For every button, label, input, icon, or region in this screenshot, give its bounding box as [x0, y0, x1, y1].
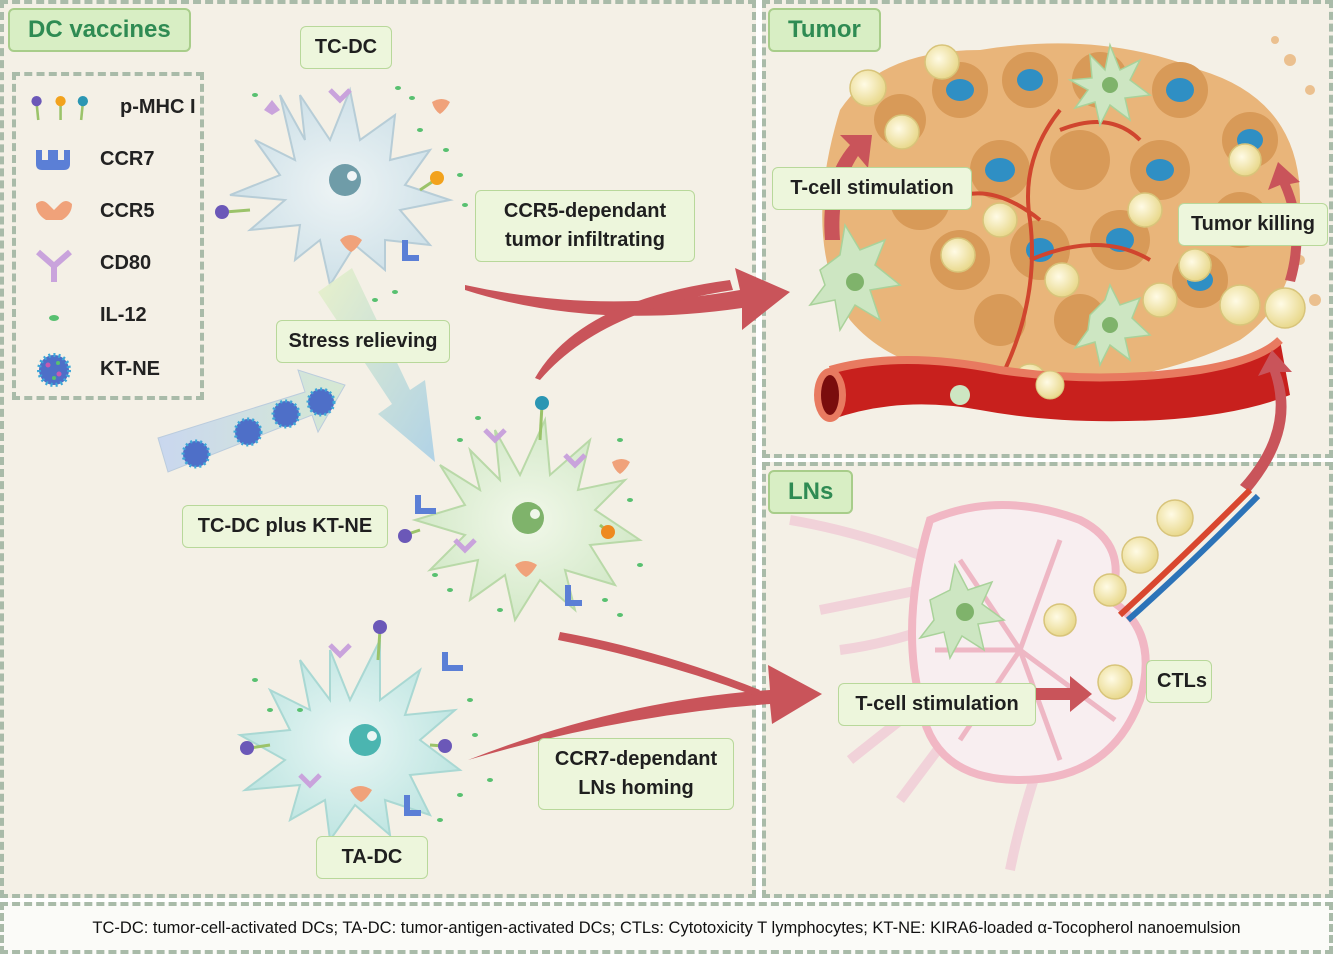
tc-dc-plus-kt-ne-cell: [398, 396, 643, 623]
legend-label: CD80: [100, 252, 152, 274]
abbreviations-footer: TC-DC: tumor-cell-activated DCs; TA-DC: …: [0, 902, 1333, 954]
il-12-icon: [49, 315, 59, 321]
legend-label: CCR5: [100, 200, 155, 222]
p-mhc-i-icon: [31, 96, 88, 121]
ccr7-dependant-line-1: CCR7-dependant: [554, 748, 718, 770]
kt-ne-icon: [37, 353, 71, 387]
ta-dc-cell: [236, 620, 463, 843]
ccr5-dependant-line-1: CCR5-dependant: [503, 200, 667, 222]
ln-t-cell-stimulation-label: T-cell stimulation: [838, 683, 1036, 726]
tc-dc-cell: [215, 86, 454, 288]
stress-relieving-label: Stress relieving: [276, 320, 450, 363]
il-12-dots: [252, 86, 468, 302]
tc-dc-kt-ne-to-ln-arrow: [558, 632, 760, 696]
blood-vessel: [814, 337, 1290, 422]
ccr5-arrow: [465, 268, 790, 330]
legend-item-ccr5: CCR5: [28, 192, 198, 232]
ccr7-arrow: [468, 665, 822, 760]
ccr7-icon: [36, 150, 70, 170]
lns-title: LNs: [768, 470, 854, 514]
ln-stimulation-arrow: [1030, 676, 1092, 712]
ln-to-tumor-arrow: [1240, 350, 1292, 492]
legend-item-cd80: CD80: [28, 244, 198, 284]
tumor-cycle-arrow-right: [1268, 162, 1302, 282]
tc-dc-plus-kt-ne-label: TC-DC plus KT-NE: [182, 505, 388, 548]
kt-ne-arrow: [157, 369, 346, 473]
legend-label: CCR7: [100, 148, 155, 170]
stress-relieving-arrow: [318, 268, 435, 462]
legend-label: IL-12: [100, 304, 147, 326]
legend-label: p-MHC I: [120, 96, 196, 118]
legend-item-ccr7: CCR7: [28, 140, 198, 180]
ccr5-dependant-line-2: tumor infiltrating: [505, 229, 665, 251]
tc-dc-label: TC-DC: [300, 26, 392, 69]
tumor-killing-label: Tumor killing: [1178, 203, 1328, 246]
ta-dc-label: TA-DC: [316, 836, 428, 879]
ccr7-dependant-line-2: LNs homing: [578, 777, 694, 799]
legend-item-kt-ne: KT-NE: [28, 350, 198, 390]
legend: p-MHC I CCR7 CCR5 CD80 IL-12 KT-NE: [12, 72, 204, 400]
tumor-cycle-arrow-left: [824, 135, 872, 240]
cd80-icon: [36, 249, 72, 282]
tumor-t-cells: [849, 44, 1306, 397]
ccr5-dependant-label: CCR5-dependant tumor infiltrating: [475, 190, 695, 262]
tc-dc-kt-ne-arrow: [535, 280, 733, 380]
legend-item-il-12: IL-12: [28, 296, 198, 336]
dc-vaccines-title: DC vaccines: [8, 8, 191, 52]
ccr7-dependant-label: CCR7-dependant LNs homing: [538, 738, 734, 810]
legend-label: KT-NE: [100, 358, 160, 380]
tumor-t-cell-stimulation-label: T-cell stimulation: [772, 167, 972, 210]
tumor-title: Tumor: [768, 8, 881, 52]
ctls-label: CTLs: [1146, 660, 1212, 703]
legend-item-p-mhc-i: p-MHC I: [28, 88, 198, 128]
ccr5-icon: [36, 201, 72, 220]
